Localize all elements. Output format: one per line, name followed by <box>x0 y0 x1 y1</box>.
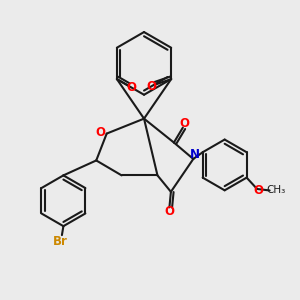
Text: N: N <box>190 148 200 161</box>
Text: Br: Br <box>52 235 67 248</box>
Text: O: O <box>254 184 264 197</box>
Text: O: O <box>146 80 156 93</box>
Text: O: O <box>126 81 136 94</box>
Text: O: O <box>164 205 174 218</box>
Text: O: O <box>179 117 189 130</box>
Text: O: O <box>95 126 105 139</box>
Text: CH₃: CH₃ <box>267 185 286 196</box>
